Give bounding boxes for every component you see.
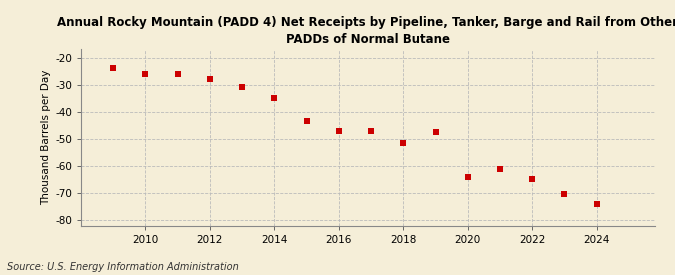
Text: Source: U.S. Energy Information Administration: Source: U.S. Energy Information Administ… [7,262,238,272]
Title: Annual Rocky Mountain (PADD 4) Net Receipts by Pipeline, Tanker, Barge and Rail : Annual Rocky Mountain (PADD 4) Net Recei… [57,16,675,46]
Point [366,128,377,133]
Point [430,130,441,134]
Y-axis label: Thousand Barrels per Day: Thousand Barrels per Day [41,70,51,205]
Point [527,177,538,182]
Point [462,175,473,179]
Point [172,72,183,76]
Point [559,192,570,197]
Point [237,85,248,90]
Point [301,119,312,123]
Point [205,77,215,81]
Point [269,96,280,100]
Point [591,202,602,206]
Point [398,141,409,145]
Point [108,66,119,71]
Point [140,72,151,76]
Point [333,128,344,133]
Point [495,166,506,171]
